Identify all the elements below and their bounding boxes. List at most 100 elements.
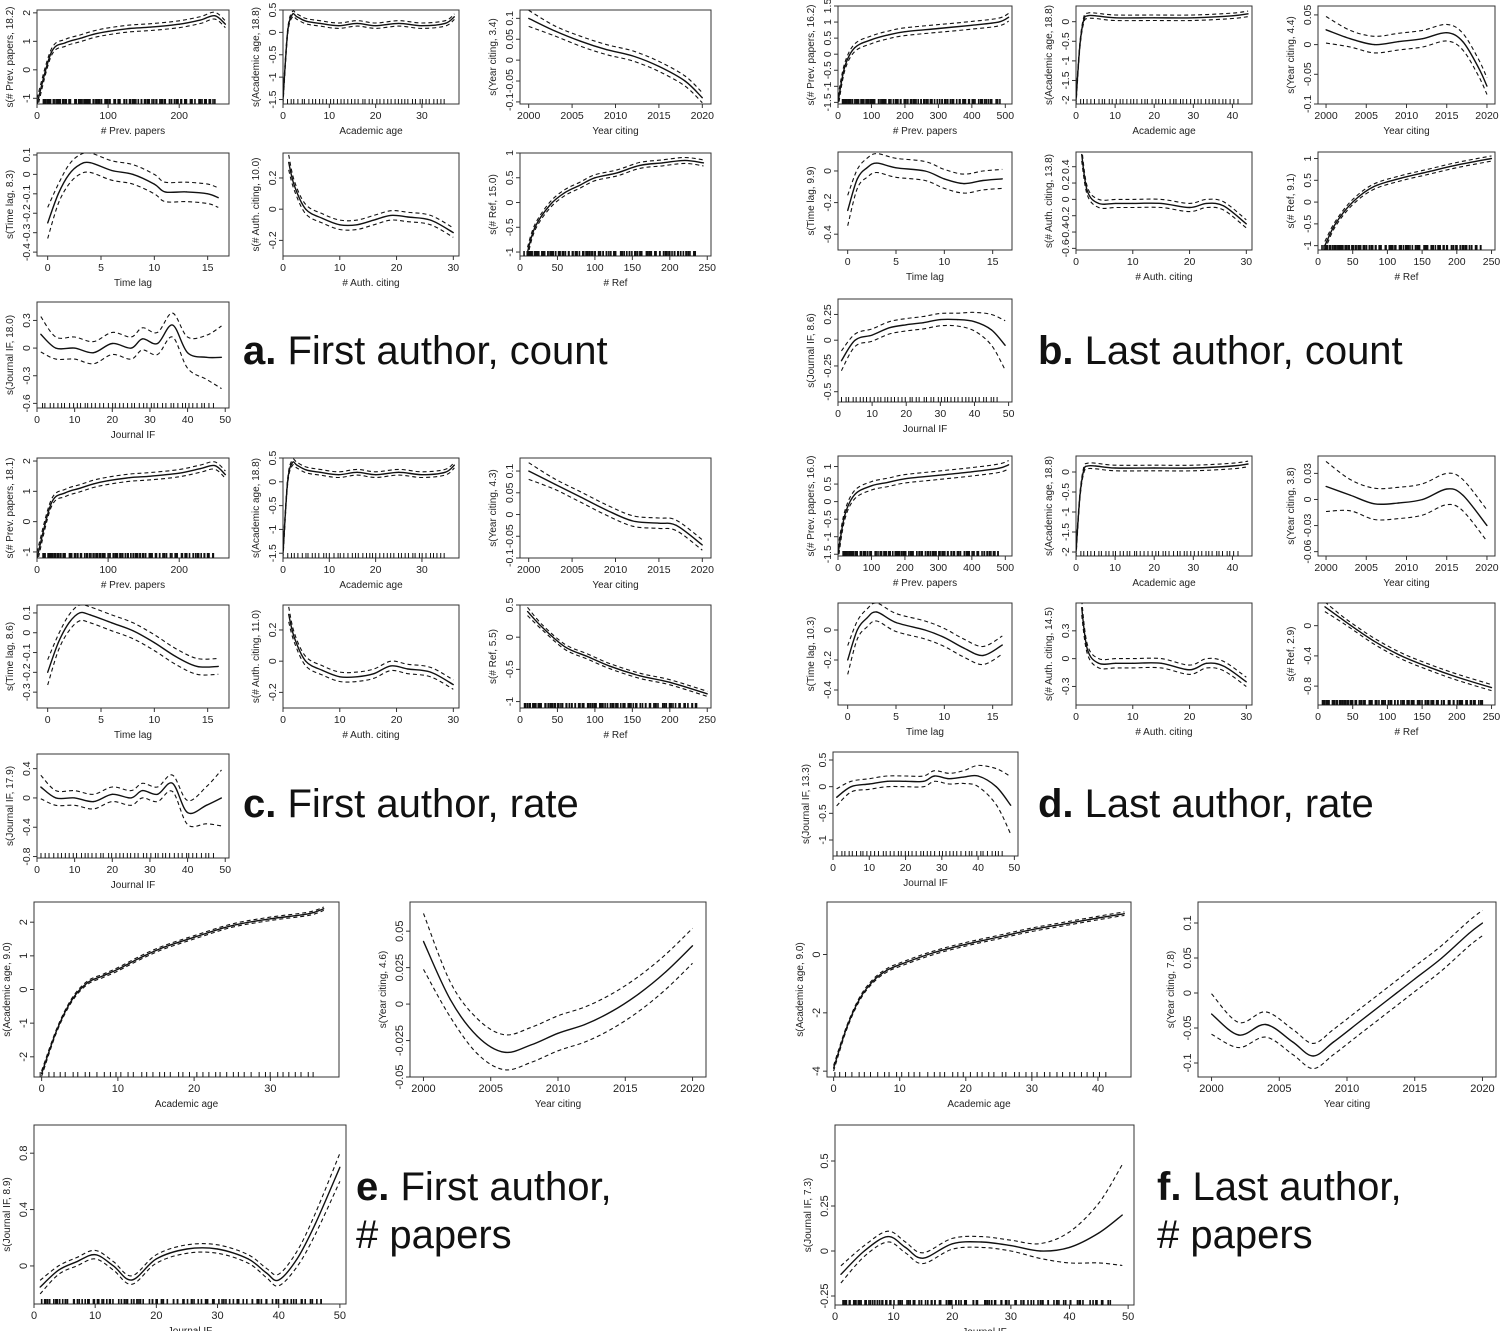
data-point: [854, 339, 856, 341]
smooth-line: [1076, 13, 1249, 101]
y-axis-label: s(# Ref, 2.9): [1286, 626, 1297, 681]
y-tick-label: -0.4: [21, 243, 33, 261]
x-tick-label: 30: [144, 414, 156, 426]
y-tick-label: 0.05: [1182, 947, 1194, 968]
x-tick-label: 10: [938, 256, 950, 268]
y-tick-label: -0.6: [1060, 239, 1072, 257]
data-point: [1446, 32, 1448, 34]
data-point: [47, 222, 49, 224]
data-point: [89, 614, 91, 616]
y-tick-label: -1: [1060, 56, 1072, 65]
data-point: [217, 665, 219, 668]
data-point: [838, 101, 839, 103]
data-point: [943, 636, 945, 639]
data-point: [669, 681, 671, 683]
data-point: [838, 553, 839, 555]
y-tick-label: 0: [1302, 42, 1314, 48]
upper-ci-line: [526, 156, 704, 248]
data-point: [1081, 153, 1083, 156]
data-point: [291, 13, 293, 16]
data-point: [407, 216, 409, 218]
data-point: [164, 191, 166, 193]
y-tick-label: -0.4: [21, 818, 33, 836]
lower-ci-line: [836, 780, 1012, 835]
data-point: [933, 775, 936, 777]
data-point: [1490, 687, 1493, 689]
data-point: [1223, 665, 1225, 667]
x-axis-label: # Prev. papers: [893, 578, 957, 589]
data-point: [706, 693, 708, 695]
data-point: [79, 164, 81, 166]
data-point: [1481, 922, 1484, 924]
data-point: [337, 25, 340, 27]
data-point: [1188, 669, 1191, 671]
data-point: [1132, 202, 1134, 205]
series-group: [836, 764, 1012, 835]
x-axis-label: # Prev. papers: [893, 126, 957, 137]
data-point: [421, 25, 423, 27]
series-group: [1076, 460, 1249, 556]
data-point: [1372, 640, 1375, 642]
lower-ci-line: [528, 25, 703, 104]
x-tick-label: 20: [150, 1310, 162, 1322]
x-tick-label: 400: [963, 110, 981, 122]
x-tick-label: 0: [34, 110, 40, 122]
data-point: [606, 509, 608, 511]
x-tick-label: 10: [148, 262, 160, 274]
y-tick-label: 0: [1060, 19, 1072, 25]
data-point: [375, 474, 377, 476]
x-tick-label: 15: [987, 256, 999, 268]
data-point: [905, 324, 907, 326]
y-tick-label: 0.03: [1302, 463, 1314, 484]
x-tick-label: 30: [936, 862, 948, 874]
data-point: [1076, 99, 1077, 101]
plot-frame: [282, 604, 460, 709]
x-tick-label: 30: [1187, 562, 1199, 574]
data-point: [1097, 917, 1099, 919]
data-point: [971, 24, 973, 26]
data-point: [840, 1273, 842, 1275]
smooth-line: [1076, 463, 1249, 553]
y-tick-label: 0: [1182, 990, 1194, 996]
lower-ci-line: [847, 171, 1003, 226]
x-axis-label: Journal IF: [903, 878, 947, 889]
y-axis-label: s(Journal IF, 13.3): [801, 764, 812, 844]
lower-ci-line: [1076, 16, 1249, 104]
data-point: [186, 352, 189, 354]
lower-ci-line: [37, 468, 226, 558]
lower-ci-line: [283, 15, 455, 104]
x-tick-label: 10: [938, 711, 950, 723]
data-point: [1001, 178, 1003, 180]
rug: [40, 1299, 322, 1304]
data-point: [609, 665, 611, 667]
data-point: [216, 1248, 219, 1250]
data-point: [449, 999, 451, 1001]
y-axis-label: s(# Prev. papers, 16.2): [806, 5, 817, 106]
data-point: [155, 1258, 157, 1260]
smooth-line: [283, 461, 455, 554]
y-tick-label: -0.5: [822, 510, 834, 528]
x-axis-label: # Auth. citing: [1135, 272, 1192, 283]
data-point: [107, 30, 109, 32]
x-tick-label: 40: [969, 408, 981, 420]
y-tick-label: 0: [21, 519, 33, 525]
y-tick-label: 0: [504, 57, 516, 63]
data-point: [111, 622, 113, 624]
data-point: [1428, 171, 1430, 173]
data-point: [870, 485, 873, 487]
data-point: [1345, 621, 1347, 623]
plot-frame: [837, 602, 1013, 706]
panel-label-f: f. Last author, # papers: [1157, 1165, 1402, 1257]
data-point: [112, 1265, 115, 1267]
y-axis-label: s(Time lag, 8.3): [5, 170, 16, 239]
x-tick-label: 2010: [546, 1083, 570, 1095]
y-tick-label: 0: [21, 795, 33, 801]
panel-label-a: a. First author, count: [243, 329, 608, 373]
data-point: [57, 642, 59, 644]
data-point: [444, 471, 446, 473]
smooth-line: [528, 17, 703, 99]
lower-ci-line: [1211, 935, 1483, 1070]
upper-ci-line: [39, 1153, 341, 1281]
data-point: [868, 783, 870, 785]
x-tick-label: 40: [1092, 1083, 1104, 1095]
